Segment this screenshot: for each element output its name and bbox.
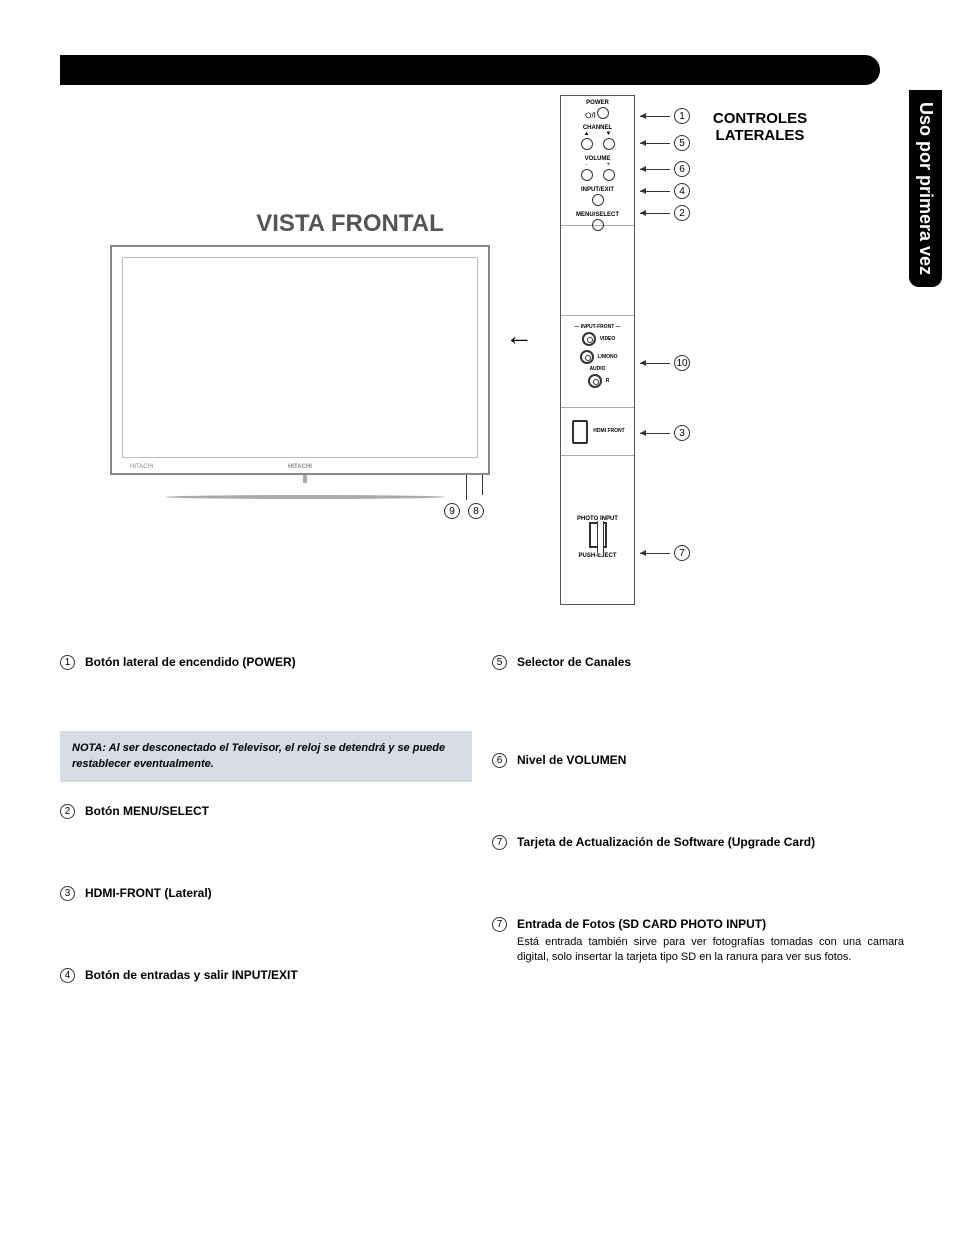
note-box: NOTA: Al ser desconectado el Televisor, …: [60, 731, 472, 782]
item-4-title: Botón de entradas y salir INPUT/EXIT: [85, 968, 472, 982]
item-7a-desc: Esta entrada tipo SD se usa solamente pa…: [517, 853, 904, 884]
r-jack-icon: [588, 374, 602, 388]
callout-10: 10: [640, 355, 690, 371]
item-5: 5 Selector de Canales Presione estos bot…: [492, 655, 904, 735]
callout-7: 7: [640, 545, 690, 561]
volume-up-icon: [603, 169, 615, 181]
item-3: 3 HDMI-FRONT (Lateral) Úselo para conect…: [60, 886, 472, 935]
push-eject-label: PUSH-EJECT: [561, 553, 634, 559]
item-7a-title: Tarjeta de Actualización de Software (Up…: [517, 835, 904, 849]
item-5-title: Selector de Canales: [517, 655, 904, 669]
power-symbol-icon: ⭘/I: [585, 111, 596, 121]
item-1-title: Botón lateral de encendido (POWER): [85, 655, 472, 669]
video-jack-label: VIDEO: [600, 336, 616, 342]
input-exit-label: INPUT/EXIT: [561, 187, 634, 193]
callout-1: 1: [640, 108, 690, 124]
callout-4: 4: [640, 183, 690, 199]
lmono-label: L/MONO: [598, 354, 618, 360]
note-label: NOTA:: [72, 742, 106, 754]
tv-logo-left: HITACHI: [130, 464, 154, 470]
manual-page: Uso por primera vez VISTA FRONTAL HITACH…: [0, 0, 954, 1235]
lmono-jack-icon: [580, 350, 594, 364]
side-control-panel: POWER ⭘/I CHANNEL ▲ ▼ VOLUME - + INPUT/E…: [560, 95, 635, 605]
callout-9: 9: [444, 503, 460, 519]
channel-up-icon: [581, 138, 593, 150]
callout-3: 3: [640, 425, 690, 441]
diagram-area: VISTA FRONTAL HITACHI HITACHI ← POWER ⭘/…: [70, 95, 850, 635]
vista-frontal-title: VISTA FRONTAL: [230, 210, 470, 238]
controles-laterales-title: CONTROLES LATERALES: [695, 110, 825, 144]
channel-down-icon: [603, 138, 615, 150]
item-6-desc: Oprima estos botones para ajustar el niv…: [517, 771, 904, 817]
right-column: 5 Selector de Canales Presione estos bot…: [492, 655, 904, 1040]
item-2: 2 Botón MENU/SELECT Este botón le permit…: [60, 804, 472, 853]
item-3-title: HDMI-FRONT (Lateral): [85, 886, 472, 900]
item-1-desc: Presione este botón para encender el tel…: [85, 673, 472, 719]
video-jack-icon: [582, 332, 596, 346]
tv-screen: HITACHI HITACHI: [110, 245, 490, 475]
menu-select-button-icon: [592, 219, 604, 231]
tv-stand: [165, 495, 445, 499]
callout-8: 8: [468, 503, 484, 519]
tv-screen-inner: [122, 257, 478, 458]
item-4: 4 Botón de entradas y salir INPUT/EXIT P…: [60, 968, 472, 1032]
item-1: 1 Botón lateral de encendido (POWER) Pre…: [60, 655, 472, 719]
item-7b-title: Entrada de Fotos (SD CARD PHOTO INPUT): [517, 917, 904, 931]
side-tab: Uso por primera vez: [909, 90, 942, 287]
item-4-desc: Presione este botón para acceder varias …: [85, 986, 472, 1032]
item-6: 6 Nivel de VOLUMEN Oprima estos botones …: [492, 753, 904, 817]
callout-6: 6: [640, 161, 690, 177]
item-7a: 7 Tarjeta de Actualización de Software (…: [492, 835, 904, 884]
item-2-desc: Este botón le permite entrar al menú y c…: [85, 822, 472, 853]
hdmi-front-label: HDMI FRONT: [593, 429, 624, 434]
header-black-bar: [60, 55, 880, 85]
tv-frame: HITACHI HITACHI: [110, 245, 500, 525]
r-label: R: [606, 378, 610, 384]
item-3-desc: Úselo para conectar componentes externos…: [85, 904, 472, 935]
left-column: 1 Botón lateral de encendido (POWER) Pre…: [60, 655, 472, 1040]
volume-down-icon: [581, 169, 593, 181]
content-columns: 1 Botón lateral de encendido (POWER) Pre…: [60, 655, 904, 1040]
hdmi-slot-icon: [572, 420, 588, 444]
arrow-left-icon: ←: [505, 320, 533, 352]
item-6-title: Nivel de VOLUMEN: [517, 753, 904, 767]
tv-logo-center: HITACHI: [288, 464, 312, 470]
callout-2: 2: [640, 205, 690, 221]
item-5-desc: Presione estos botones hasta que el cana…: [517, 673, 904, 735]
sd-slot-icon: [589, 522, 607, 548]
menu-select-label: MENU/SELECT: [561, 212, 634, 218]
input-exit-button-icon: [592, 194, 604, 206]
item-7b: 7 Entrada de Fotos (SD CARD PHOTO INPUT)…: [492, 917, 904, 966]
item-7b-desc: Está entrada también sirve para ver foto…: [517, 935, 904, 966]
power-button-icon: [597, 107, 609, 119]
tv-neck: [303, 475, 307, 483]
item-2-title: Botón MENU/SELECT: [85, 804, 472, 818]
note-text: Al ser desconectado el Televisor, el rel…: [72, 742, 445, 769]
callout-5: 5: [640, 135, 690, 151]
